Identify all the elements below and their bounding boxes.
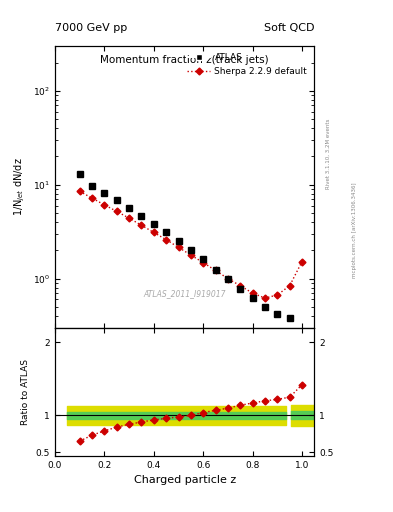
Y-axis label: 1/N$_{jet}$ dN/dz: 1/N$_{jet}$ dN/dz xyxy=(13,158,28,216)
Text: 7000 GeV pp: 7000 GeV pp xyxy=(55,23,127,33)
Sherpa 2.2.9 default xyxy=(176,244,181,250)
Text: Rivet 3.1.10, 3.2M events: Rivet 3.1.10, 3.2M events xyxy=(326,118,331,189)
Sherpa 2.2.9 default xyxy=(189,252,193,258)
Y-axis label: Ratio to ATLAS: Ratio to ATLAS xyxy=(21,359,30,424)
Text: ATLAS_2011_I919017: ATLAS_2011_I919017 xyxy=(143,289,226,298)
Sherpa 2.2.9 default xyxy=(102,202,107,208)
Sherpa 2.2.9 default xyxy=(127,215,132,221)
Sherpa 2.2.9 default xyxy=(77,188,82,195)
Sherpa 2.2.9 default xyxy=(275,292,280,298)
X-axis label: Charged particle z: Charged particle z xyxy=(134,475,236,485)
Sherpa 2.2.9 default xyxy=(213,267,218,273)
Legend: ATLAS, Sherpa 2.2.9 default: ATLAS, Sherpa 2.2.9 default xyxy=(185,51,310,78)
Sherpa 2.2.9 default xyxy=(114,208,119,215)
Sherpa 2.2.9 default xyxy=(201,260,206,266)
Sherpa 2.2.9 default xyxy=(263,295,267,301)
Sherpa 2.2.9 default xyxy=(90,195,94,201)
Sherpa 2.2.9 default xyxy=(250,290,255,296)
Sherpa 2.2.9 default xyxy=(238,283,242,289)
Text: mcplots.cern.ch [arXiv:1306.3436]: mcplots.cern.ch [arXiv:1306.3436] xyxy=(352,183,357,278)
Text: Soft QCD: Soft QCD xyxy=(264,23,314,33)
Line: Sherpa 2.2.9 default: Sherpa 2.2.9 default xyxy=(77,189,305,301)
Sherpa 2.2.9 default xyxy=(226,275,230,282)
Sherpa 2.2.9 default xyxy=(139,222,144,228)
Sherpa 2.2.9 default xyxy=(164,237,169,243)
Text: Momentum fraction z(track jets): Momentum fraction z(track jets) xyxy=(100,55,269,65)
Sherpa 2.2.9 default xyxy=(151,229,156,236)
Sherpa 2.2.9 default xyxy=(287,283,292,289)
Sherpa 2.2.9 default xyxy=(300,259,305,265)
